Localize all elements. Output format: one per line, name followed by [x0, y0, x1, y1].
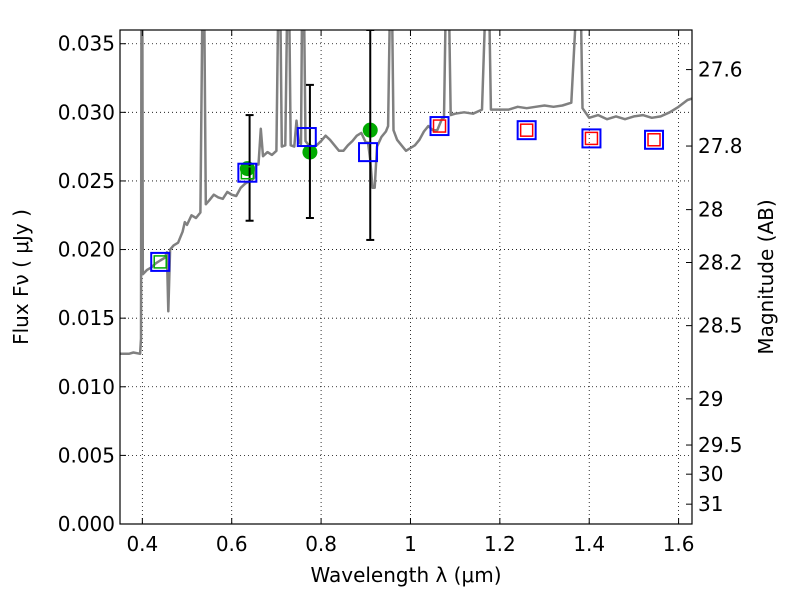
y-tick-label: 0.020: [58, 238, 115, 262]
x-tick-label: 0.4: [126, 532, 158, 556]
x-tick-label: 1: [404, 532, 417, 556]
model-spectrum-line: [120, 30, 692, 356]
mag-tick-label: 28.2: [698, 251, 743, 275]
model-band-flux-marker: [358, 142, 379, 163]
synthetic-flux-marker: [153, 255, 167, 269]
model-band-flux-marker: [581, 128, 602, 149]
y-tick-label: 0.025: [58, 169, 115, 193]
mag-tick-label: 28.5: [698, 314, 743, 338]
synthetic-flux-marker: [647, 133, 661, 147]
data-layer: [120, 30, 692, 356]
ticks: 0.4 0.6 0.8 1 1.2 1.4 1.6 0.000 0.005 0.010 0.015 0…: [58, 30, 743, 556]
y-tick-label: 0.030: [58, 100, 115, 124]
model-band-flux-marker: [516, 120, 537, 141]
synthetic-flux-marker: [519, 123, 534, 137]
model-band-flux-marker: [237, 162, 258, 183]
y-tick-label: 0.015: [58, 306, 115, 330]
y-tick-label: 0.010: [58, 375, 115, 399]
y-axis-title: Flux Fν ( μJy ): [9, 209, 33, 345]
mag-tick-label: 30: [698, 462, 723, 486]
mag-tick-label: 27.8: [698, 134, 743, 158]
plot-frame: [119, 29, 693, 525]
y-tick-label: 0.035: [58, 32, 115, 56]
model-band-flux-marker: [429, 116, 450, 137]
mag-tick-label: 31: [698, 492, 723, 516]
mag-tick-label: 29.5: [698, 433, 743, 457]
y2-axis-title: Magnitude (AB): [754, 199, 778, 354]
x-tick-label: 1.2: [484, 532, 516, 556]
observed-flux-point: [239, 161, 255, 177]
mag-tick-label: 27.6: [698, 58, 743, 82]
model-band-flux-marker: [150, 251, 171, 272]
x-tick-label: 0.6: [216, 532, 248, 556]
x-axis-title: Wavelength λ (μm): [310, 563, 501, 587]
mag-tick-label: 29: [698, 387, 723, 411]
x-tick-label: 1.4: [573, 532, 605, 556]
model-band-flux-marker: [644, 129, 665, 150]
x-tick-label: 1.6: [663, 532, 695, 556]
mag-tick-label: 28: [698, 198, 723, 222]
synthetic-flux-marker: [240, 165, 255, 180]
y-tick-label: 0.005: [58, 443, 115, 467]
synthetic-flux-marker: [584, 131, 599, 146]
y-tick-label: 0.000: [58, 512, 115, 536]
x-tick-label: 0.8: [305, 532, 337, 556]
model-band-flux-marker: [296, 127, 317, 148]
synthetic-flux-marker: [432, 119, 447, 133]
